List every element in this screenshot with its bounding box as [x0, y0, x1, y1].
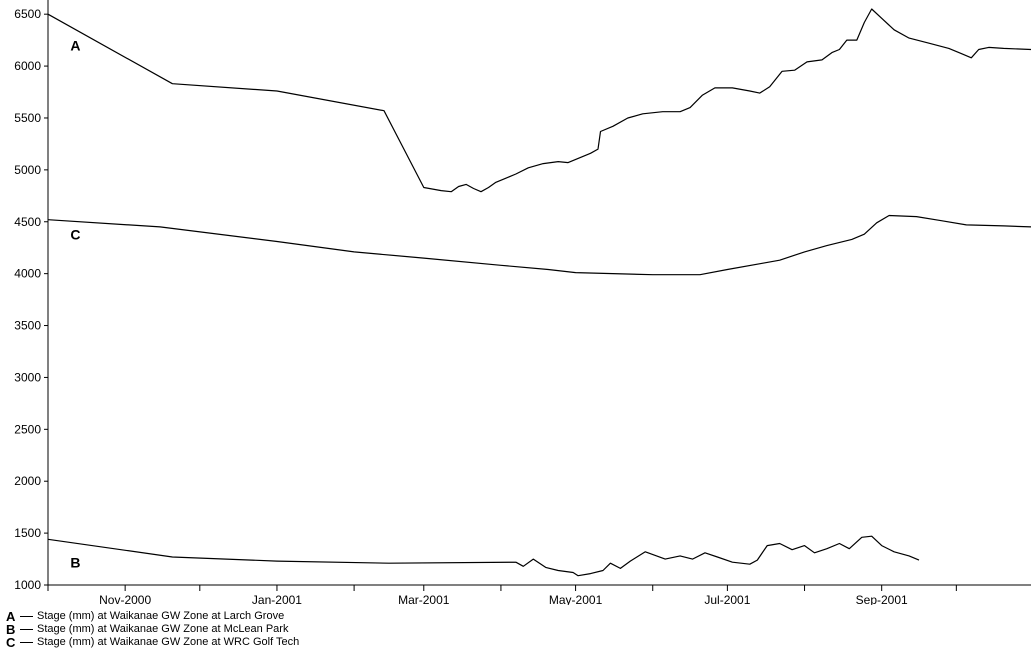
y-tick-label: 3500 — [14, 319, 41, 333]
legend-item-c: C Stage (mm) at Waikanae GW Zone at WRC … — [6, 636, 299, 649]
legend-line-swatch — [20, 629, 33, 630]
legend-letter: A — [6, 609, 16, 624]
y-tick-label: 6000 — [14, 59, 41, 73]
y-tick-label: 1000 — [14, 578, 41, 592]
legend-letter: B — [6, 622, 16, 637]
x-axis: Nov-2000 Jan-2001 Mar-2001 May-2001 Jul-2001… — [47, 585, 957, 605]
plot-frame — [47, 0, 1031, 586]
legend-line-swatch — [20, 642, 33, 643]
series-labels: A B C — [70, 38, 80, 571]
series-line-a — [47, 8, 1031, 193]
legend-label: Stage (mm) at Waikanae GW Zone at McLean… — [37, 623, 289, 635]
x-tick-label: Jul-2001 — [704, 593, 750, 605]
legend-item-a: A Stage (mm) at Waikanae GW Zone at Larc… — [6, 610, 299, 623]
legend: A Stage (mm) at Waikanae GW Zone at Larc… — [6, 610, 299, 649]
y-tick-label: 6500 — [14, 7, 41, 21]
x-tick-label: Jan-2001 — [252, 593, 302, 605]
chart-canvas: 1000 1500 2000 2500 3000 3500 4000 4500 5000 5500… — [14, 0, 1031, 605]
series-line-c — [47, 214, 1031, 276]
legend-line-swatch — [20, 616, 33, 617]
y-tick-label: 4000 — [14, 267, 41, 281]
y-tick-label: 3000 — [14, 370, 41, 384]
x-tick-label: Nov-2000 — [99, 593, 151, 605]
y-tick-label: 5500 — [14, 111, 41, 125]
y-tick-label: 5000 — [14, 163, 41, 177]
legend-item-b: B Stage (mm) at Waikanae GW Zone at McLe… — [6, 623, 299, 636]
series-label-a: A — [70, 38, 80, 54]
y-tick-label: 2000 — [14, 474, 41, 488]
legend-letter: C — [6, 635, 16, 650]
y-tick-label: 1500 — [14, 526, 41, 540]
series-label-c: C — [70, 226, 80, 242]
series-label-b: B — [70, 554, 80, 570]
y-tick-label: 2500 — [14, 422, 41, 436]
legend-label: Stage (mm) at Waikanae GW Zone at Larch … — [37, 610, 285, 622]
x-tick-label: May-2001 — [549, 593, 603, 605]
y-axis: 1000 1500 2000 2500 3000 3500 4000 4500 5000 5500… — [14, 7, 48, 592]
series-lines — [47, 8, 1031, 577]
x-tick-label: Mar-2001 — [398, 593, 450, 605]
x-tick-label: Sep-2001 — [856, 593, 908, 605]
y-tick-label: 4500 — [14, 215, 41, 229]
series-line-b — [47, 535, 920, 577]
legend-label: Stage (mm) at Waikanae GW Zone at WRC Go… — [37, 636, 300, 648]
